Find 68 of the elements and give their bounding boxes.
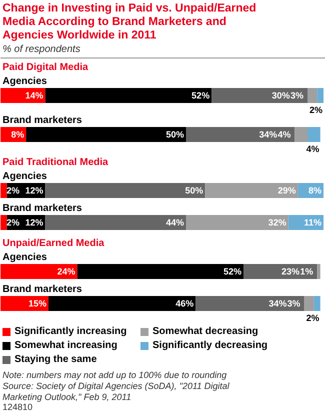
bar xyxy=(45,215,186,230)
bar xyxy=(26,127,186,142)
y-tick-label: Agencies xyxy=(2,171,48,182)
data-label: 8% xyxy=(308,186,322,196)
data-label: 1% xyxy=(300,266,314,276)
bar xyxy=(77,264,244,279)
data-label: 12% xyxy=(25,186,44,196)
bar xyxy=(186,215,288,230)
data-label: 32% xyxy=(268,218,286,228)
y-tick-label: Brand marketers xyxy=(2,203,82,214)
y-tick-label: Agencies xyxy=(2,76,48,87)
y-tick-label: Brand marketers xyxy=(2,284,82,295)
data-label: 15% xyxy=(28,298,46,308)
legend-label: Somewhat decreasing xyxy=(152,326,258,337)
data-label: 8% xyxy=(11,130,24,140)
data-label: 44% xyxy=(166,218,184,228)
bar xyxy=(317,264,320,279)
text: Unpaid/Earned Media xyxy=(2,238,105,249)
data-label: 24% xyxy=(57,266,76,276)
data-label: 52% xyxy=(224,266,242,276)
data-label: 50% xyxy=(185,186,204,196)
data-label: 2% xyxy=(306,313,320,323)
data-label: 30% xyxy=(272,90,290,100)
chart-subtitle: % of respondents xyxy=(2,44,80,55)
bar xyxy=(205,183,298,198)
annotation: Paid Traditional Media xyxy=(2,157,109,168)
bar xyxy=(0,296,48,311)
legend-label: Staying the same xyxy=(14,354,98,365)
data-label: 52% xyxy=(192,90,210,100)
bar xyxy=(45,88,212,103)
data-label: 29% xyxy=(278,186,296,196)
annotation: Paid Digital Media xyxy=(2,62,89,73)
text: Note: numbers may not add up to 100% due to rounding xyxy=(2,370,227,380)
data-label: 2% xyxy=(309,105,323,115)
bar xyxy=(0,183,7,198)
data-label: 14% xyxy=(25,90,44,100)
legend-label: Somewhat increasing xyxy=(14,340,118,351)
bar xyxy=(45,183,206,198)
bar xyxy=(317,88,324,103)
data-label: 34% xyxy=(268,298,287,308)
data-label: 12% xyxy=(25,218,44,228)
data-label: 3% xyxy=(290,90,304,100)
bar xyxy=(0,264,78,279)
data-label: 4% xyxy=(278,130,291,140)
bar xyxy=(308,88,318,103)
data-label: 46% xyxy=(176,298,194,308)
bar xyxy=(196,296,304,311)
source-note: Source: Society of Digital Agencies (SoDA), "2011 Digital Marketing Outlook," Feb 9, 2011 xyxy=(2,381,230,402)
bar xyxy=(186,127,295,142)
bar xyxy=(304,296,314,311)
data-label: 50% xyxy=(166,130,184,140)
bar xyxy=(308,127,320,142)
data-label: 11% xyxy=(304,218,322,228)
bar xyxy=(0,215,7,230)
legend-label: Significantly increasing xyxy=(14,326,127,337)
bar xyxy=(314,296,320,311)
y-tick-label: Agencies xyxy=(2,252,48,263)
bar xyxy=(48,296,196,311)
bar xyxy=(212,88,308,103)
chart-title: Change in Investing in Paid vs. Unpaid/Earned Media According to Brand Marketers and Agencies Worldwide in 2011 xyxy=(2,2,256,42)
text: 124810 xyxy=(2,402,33,412)
data-label: 4% xyxy=(306,144,320,154)
bar xyxy=(294,127,308,142)
legend-label: Significantly decreasing xyxy=(152,340,268,351)
y-tick-label: Brand marketers xyxy=(2,115,82,126)
data-label: 34% xyxy=(259,130,278,140)
data-label: 3% xyxy=(287,298,300,308)
data-label: 23% xyxy=(281,266,300,276)
